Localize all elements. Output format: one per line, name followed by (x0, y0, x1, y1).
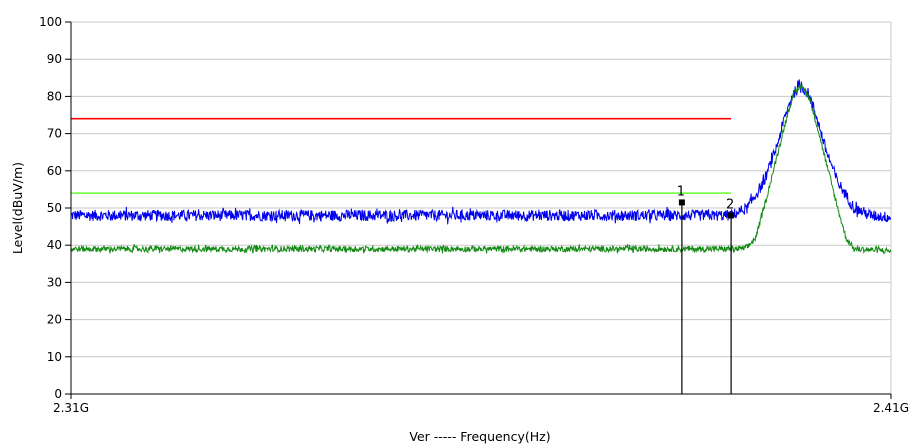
y-tick-label: 90 (47, 52, 62, 66)
axes: 0 10 20 30 40 50 60 70 80 90 100 2.31G 2.41G (39, 15, 909, 415)
y-tick-label: 50 (47, 201, 62, 215)
x-tick-label: 2.31G (53, 401, 89, 415)
series-line-1 (70, 79, 892, 225)
y-tick-label: 40 (47, 238, 62, 252)
y-axis-title: Level(dBuV/m) (10, 162, 25, 254)
y-tick-label: 10 (47, 350, 62, 364)
markers: 12 (677, 184, 734, 394)
y-tick-label: 80 (47, 89, 62, 103)
x-axis-title: Ver ----- Frequency(Hz) (409, 429, 550, 444)
y-tick-label: 70 (47, 127, 62, 141)
marker-label-2: 2 (726, 197, 734, 212)
marker-point-2 (728, 212, 735, 219)
y-tick-label: 60 (47, 164, 62, 178)
marker-label-1: 1 (677, 184, 685, 199)
y-tick-label: 100 (39, 15, 62, 29)
y-tick-label: 30 (47, 275, 62, 289)
marker-point-1 (678, 199, 685, 206)
grid-lines (71, 21, 892, 394)
y-tick-label: 20 (47, 313, 62, 327)
x-tick-label: 2.41G (873, 401, 909, 415)
series-line-2 (70, 83, 892, 255)
plot-series (70, 79, 892, 255)
y-tick-label: 0 (54, 387, 62, 401)
